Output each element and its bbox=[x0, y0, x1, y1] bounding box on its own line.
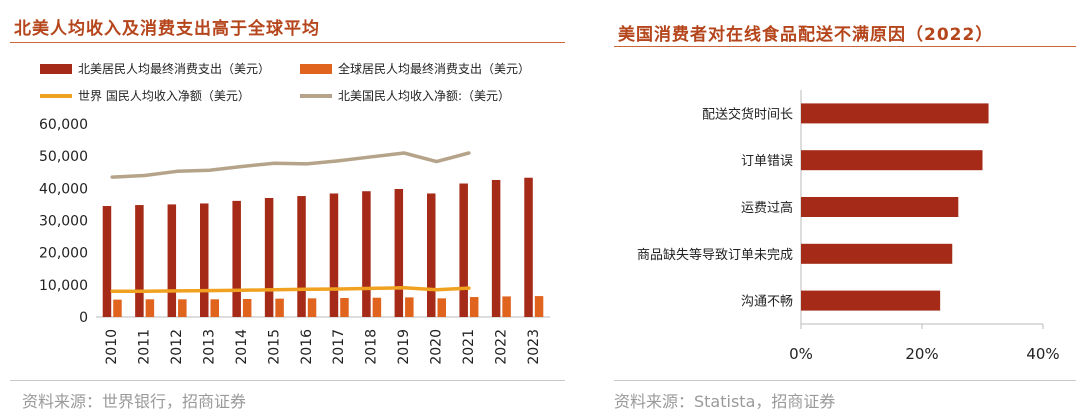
legend-label: 世界 国民人均收入净额（美元） bbox=[78, 89, 250, 103]
left-panel: 北美人均收入及消费支出高于全球平均 北美居民人均最终消费支出（美元） 全球居民人均… bbox=[10, 19, 565, 411]
bar-global-consumption bbox=[405, 297, 414, 317]
bar-north-america-consumption bbox=[297, 196, 306, 317]
bar-global-consumption bbox=[178, 299, 187, 317]
bar-north-america-consumption bbox=[329, 193, 339, 317]
left-chart: 北美居民人均最终消费支出（美元） 全球居民人均最终消费支出（美元） 世界 国民人均收… bbox=[39, 61, 550, 365]
bar-north-america-consumption bbox=[459, 183, 468, 317]
right-source: 资料来源：Statista，招商证券 bbox=[614, 392, 836, 411]
y-tick-label: 60,000 bbox=[39, 117, 88, 133]
bar-global-consumption bbox=[502, 296, 511, 317]
bar-north-america-consumption bbox=[135, 205, 144, 317]
right-chart-title: 美国消费者对在线食品配送不满原因（2022） bbox=[618, 25, 994, 45]
bar-dissatisfaction-reason bbox=[801, 243, 953, 264]
x-tick-label: 20% bbox=[905, 345, 938, 363]
y-tick-label: 运费过高 bbox=[741, 200, 793, 216]
y-tick-label: 40,000 bbox=[39, 181, 88, 197]
x-tick-label: 2018 bbox=[364, 329, 380, 365]
x-tick-label: 2012 bbox=[169, 329, 185, 365]
right-source-rule bbox=[614, 380, 1076, 381]
x-tick-label: 2016 bbox=[299, 329, 315, 365]
bar-global-consumption bbox=[469, 297, 479, 317]
y-tick-label: 10,000 bbox=[39, 278, 88, 294]
bar-dissatisfaction-reason bbox=[801, 290, 941, 311]
x-tick-label: 2013 bbox=[202, 329, 218, 365]
bar-global-consumption bbox=[340, 298, 349, 317]
x-tick-label: 2020 bbox=[429, 329, 445, 365]
x-tick-label: 2019 bbox=[396, 329, 412, 365]
bar-global-consumption bbox=[534, 296, 544, 317]
left-source: 资料来源：世界银行，招商证券 bbox=[22, 392, 247, 411]
bar-north-america-consumption bbox=[427, 193, 436, 317]
bar-global-consumption bbox=[145, 299, 155, 317]
y-tick-label: 20,000 bbox=[39, 246, 88, 262]
legend-label: 全球居民人均最终消费支出（美元） bbox=[338, 61, 530, 76]
right-title-rule bbox=[614, 46, 1076, 47]
bar-north-america-consumption bbox=[232, 200, 241, 317]
bar-north-america-consumption bbox=[394, 188, 404, 317]
x-tick-label: 2014 bbox=[234, 329, 250, 365]
y-tick-label: 配送交货时间长 bbox=[702, 106, 793, 122]
bar-north-america-consumption bbox=[524, 177, 533, 317]
bar-global-consumption bbox=[307, 298, 317, 317]
bar-north-america-consumption bbox=[200, 203, 209, 317]
y-tick-label: 订单错误 bbox=[741, 154, 793, 169]
bar-global-consumption bbox=[113, 299, 122, 317]
x-tick-label: 2023 bbox=[526, 329, 542, 365]
bar-dissatisfaction-reason bbox=[801, 103, 989, 124]
x-tick-label: 2015 bbox=[266, 329, 282, 365]
x-tick-label: 2022 bbox=[493, 329, 509, 365]
legend-label: 北美居民人均最终消费支出（美元） bbox=[78, 61, 270, 76]
y-tick-label: 商品缺失等导致订单未完成 bbox=[637, 247, 793, 263]
bar-global-consumption bbox=[210, 299, 219, 317]
right-panel: 美国消费者对在线食品配送不满原因（2022） 0% 20% 40% 配送交货时间长订单… bbox=[604, 0, 1080, 419]
bar-dissatisfaction-reason bbox=[801, 197, 959, 217]
bar-north-america-consumption bbox=[167, 204, 177, 317]
legend-label: 北美国民人均收入净额:（美元） bbox=[338, 89, 510, 103]
bar-dissatisfaction-reason bbox=[801, 150, 983, 171]
x-tick-label: 2017 bbox=[331, 329, 347, 365]
left-chart-title: 北美人均收入及消费支出高于全球平均 bbox=[14, 19, 320, 39]
line-world-net-income bbox=[110, 285, 471, 294]
bar-global-consumption bbox=[275, 298, 284, 317]
left-title-rule bbox=[10, 42, 565, 43]
bar-global-consumption bbox=[372, 297, 382, 317]
x-tick-label: 2021 bbox=[461, 329, 477, 365]
x-tick-label: 40% bbox=[1026, 345, 1059, 363]
left-source-rule bbox=[10, 380, 565, 381]
bar-global-consumption bbox=[242, 298, 252, 317]
x-tick-label: 0% bbox=[789, 345, 813, 363]
y-tick-label: 0 bbox=[79, 310, 88, 326]
x-tick-label: 2010 bbox=[104, 329, 120, 365]
bar-north-america-consumption bbox=[362, 191, 371, 317]
legend-swatch bbox=[40, 64, 72, 74]
y-tick-label: 沟通不畅 bbox=[741, 295, 793, 310]
bar-north-america-consumption bbox=[102, 206, 112, 317]
x-tick-label: 2011 bbox=[137, 329, 153, 365]
bar-north-america-consumption bbox=[491, 179, 501, 317]
bar-global-consumption bbox=[437, 298, 446, 317]
line-north-america-net-income bbox=[110, 151, 471, 179]
bar-north-america-consumption bbox=[264, 197, 274, 317]
y-tick-label: 50,000 bbox=[39, 149, 88, 165]
y-tick-label: 30,000 bbox=[39, 214, 88, 230]
legend-swatch bbox=[300, 64, 332, 74]
